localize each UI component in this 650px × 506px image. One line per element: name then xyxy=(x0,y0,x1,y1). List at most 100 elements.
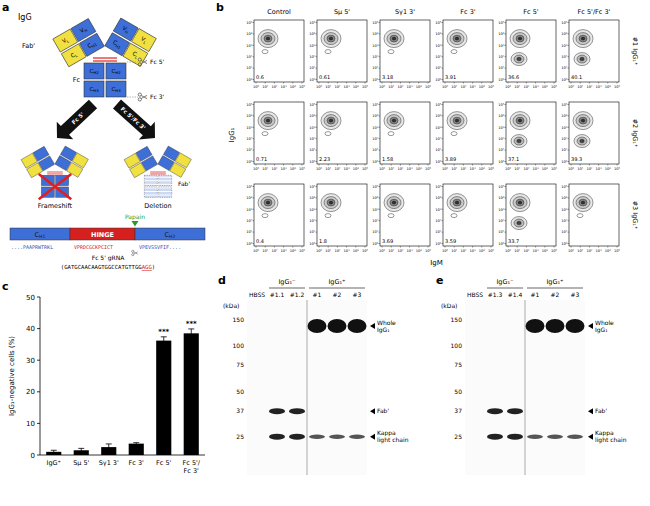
tick xyxy=(505,161,507,162)
column-title: Fc 5' xyxy=(523,8,539,16)
tick xyxy=(379,22,381,23)
tick-label: 10³ xyxy=(435,126,442,130)
tick xyxy=(274,164,275,166)
tick-label: 10⁵ xyxy=(309,103,316,107)
hinge xyxy=(150,172,166,173)
tick xyxy=(463,246,464,248)
tick-label: 10² xyxy=(460,85,467,89)
contour xyxy=(573,30,593,48)
tick-label: 10⁵ xyxy=(561,21,568,25)
tick-label: 10⁴ xyxy=(605,249,612,253)
tick-label: 10⁰ xyxy=(435,160,442,164)
tick xyxy=(274,246,275,248)
tick-label: 10¹ xyxy=(388,249,395,253)
contour xyxy=(390,117,398,124)
tick xyxy=(316,161,318,162)
domain xyxy=(84,81,104,97)
tick-label: 10¹ xyxy=(262,249,269,253)
tick-label: 10¹ xyxy=(514,167,521,171)
contour xyxy=(258,112,278,130)
tick xyxy=(379,104,381,105)
tick xyxy=(292,82,293,84)
tick xyxy=(316,197,318,198)
gate-percent: 3.91 xyxy=(445,74,456,80)
tick-label: 10³ xyxy=(498,208,505,212)
error-line xyxy=(163,337,164,345)
contour xyxy=(455,37,459,40)
tick-label: 10³ xyxy=(281,167,288,171)
flow-plot: 0.610⁰10⁰10¹10¹10²10²10³10³10⁴10⁴10⁵10⁵ xyxy=(246,20,305,89)
tick xyxy=(607,82,608,84)
domain-label: CH2 xyxy=(111,68,121,76)
gate-percent: 0.6 xyxy=(256,74,264,80)
marker-label: 25 xyxy=(236,433,244,440)
band-label-line: light chain xyxy=(377,436,409,444)
label-sub: L xyxy=(143,40,148,46)
tick-label: 10² xyxy=(397,249,404,253)
contour xyxy=(390,199,398,206)
tick-label: 10⁵ xyxy=(614,249,621,253)
tick xyxy=(283,82,284,84)
tick xyxy=(292,164,293,166)
row-label: #3 IgG₁⁺ xyxy=(631,201,639,230)
contour xyxy=(327,35,335,42)
panel-letter: c xyxy=(2,280,9,293)
category-label-line: Sμ 5' xyxy=(73,459,89,467)
tick xyxy=(316,45,318,46)
tick-label: 10¹ xyxy=(514,85,521,89)
tick xyxy=(253,22,255,23)
band-label: Kappalight chain xyxy=(595,429,627,444)
tick xyxy=(508,246,509,248)
marker-label: 50 xyxy=(454,388,462,395)
tick-label: 10² xyxy=(523,167,530,171)
tick-label: 10² xyxy=(246,55,253,59)
tick-label: 10³ xyxy=(596,249,603,253)
panel-a: IgGVLVHCLCH1VHVLCH1CLCH2CH2CH3CH3Fab'FcF… xyxy=(10,13,205,270)
tick xyxy=(617,246,618,248)
tick xyxy=(316,104,318,105)
gate-percent: 1.58 xyxy=(382,156,393,162)
tick xyxy=(568,209,570,210)
tick-label: 10¹ xyxy=(246,230,253,234)
tick-label: 10³ xyxy=(561,208,568,212)
flow-plot: 33.710⁰10⁰10¹10¹10²10²10³10³10⁴10⁴10⁵10⁵ xyxy=(498,184,557,253)
sequence: ....PAAPRWTRKL xyxy=(11,244,53,250)
flow-plot: 3.9110⁰10⁰10¹10¹10²10²10³10³10⁴10⁴10⁵10⁵ xyxy=(435,20,494,89)
tick-label: 10¹ xyxy=(246,148,253,152)
tick-label: 10⁴ xyxy=(542,249,549,253)
tick-label: 10² xyxy=(397,167,404,171)
marker-label: 37 xyxy=(454,407,462,414)
error-cap xyxy=(78,448,84,449)
gene-segment xyxy=(135,228,205,240)
blot-panel: (kDa)15010075503725HBSS#1.3#1.4#1#2#3IgG… xyxy=(441,278,627,475)
contour xyxy=(264,35,272,42)
tick-label: 10⁴ xyxy=(561,196,568,200)
band xyxy=(507,434,523,440)
tick-label: 10⁵ xyxy=(246,21,253,25)
tick xyxy=(568,22,570,23)
tick xyxy=(337,164,338,166)
column-title: Fc 3' xyxy=(460,8,476,16)
hinge xyxy=(47,173,63,174)
tick-label: 10⁴ xyxy=(372,32,379,36)
tick-label: 10² xyxy=(586,85,593,89)
tick-label: 10² xyxy=(309,137,316,141)
tick-label: 10² xyxy=(435,219,442,223)
tick-label: 10¹ xyxy=(246,66,253,70)
label-sub: H1 xyxy=(91,41,99,48)
tick xyxy=(517,246,518,248)
contour xyxy=(581,201,585,204)
tick xyxy=(568,138,570,139)
tick xyxy=(316,138,318,139)
tick-label: 10² xyxy=(334,167,341,171)
contour xyxy=(517,57,521,61)
error-bar xyxy=(106,444,112,450)
tick-label: 10⁵ xyxy=(425,85,432,89)
tick-label: 10⁴ xyxy=(372,114,379,118)
contour xyxy=(517,139,521,143)
domain xyxy=(80,33,105,56)
contour xyxy=(450,115,464,127)
tick xyxy=(337,246,338,248)
tick-label: 10⁴ xyxy=(246,114,253,118)
separator xyxy=(307,300,308,475)
